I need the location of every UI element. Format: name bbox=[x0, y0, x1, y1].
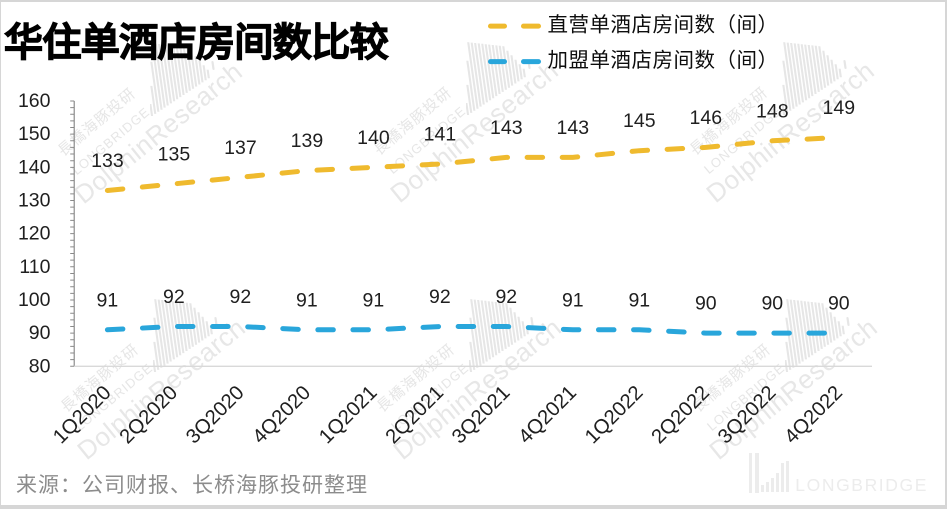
svg-text:160: 160 bbox=[18, 90, 51, 112]
svg-text:80: 80 bbox=[29, 355, 51, 377]
svg-text:143: 143 bbox=[490, 117, 523, 139]
svg-text:140: 140 bbox=[357, 127, 390, 149]
svg-text:4Q2021: 4Q2021 bbox=[514, 382, 581, 449]
svg-text:1Q2020: 1Q2020 bbox=[49, 382, 116, 449]
svg-text:3Q2022: 3Q2022 bbox=[714, 382, 781, 449]
svg-text:146: 146 bbox=[690, 107, 723, 129]
svg-text:92: 92 bbox=[495, 286, 517, 308]
svg-text:2Q2021: 2Q2021 bbox=[382, 382, 449, 449]
svg-text:91: 91 bbox=[363, 289, 385, 311]
svg-text:90: 90 bbox=[695, 293, 717, 315]
svg-text:145: 145 bbox=[623, 110, 656, 132]
svg-text:加盟单酒店房间数（间）: 加盟单酒店房间数（间） bbox=[548, 49, 779, 72]
svg-text:140: 140 bbox=[18, 156, 51, 178]
svg-text:130: 130 bbox=[18, 190, 51, 212]
svg-text:133: 133 bbox=[91, 150, 124, 172]
svg-text:148: 148 bbox=[756, 100, 789, 122]
svg-text:150: 150 bbox=[18, 123, 51, 145]
svg-text:135: 135 bbox=[158, 143, 191, 165]
svg-text:90: 90 bbox=[828, 293, 850, 315]
svg-text:2Q2022: 2Q2022 bbox=[647, 382, 714, 449]
svg-text:110: 110 bbox=[19, 256, 50, 278]
svg-text:91: 91 bbox=[562, 289, 584, 311]
svg-text:92: 92 bbox=[163, 286, 185, 308]
svg-text:90: 90 bbox=[761, 293, 783, 315]
svg-text:2Q2020: 2Q2020 bbox=[116, 382, 183, 449]
svg-text:120: 120 bbox=[18, 223, 51, 245]
svg-text:90: 90 bbox=[29, 322, 51, 344]
svg-text:直营单酒店房间数（间）: 直营单酒店房间数（间） bbox=[548, 14, 779, 37]
svg-text:1Q2021: 1Q2021 bbox=[315, 382, 382, 449]
svg-text:141: 141 bbox=[424, 124, 457, 146]
svg-text:143: 143 bbox=[557, 117, 590, 139]
svg-text:91: 91 bbox=[296, 289, 318, 311]
svg-text:3Q2020: 3Q2020 bbox=[182, 382, 249, 449]
svg-text:139: 139 bbox=[291, 130, 324, 152]
svg-text:91: 91 bbox=[97, 289, 119, 311]
svg-text:3Q2021: 3Q2021 bbox=[448, 382, 515, 449]
svg-text:91: 91 bbox=[628, 289, 650, 311]
svg-text:149: 149 bbox=[823, 97, 856, 119]
svg-text:92: 92 bbox=[429, 286, 451, 308]
svg-text:4Q2020: 4Q2020 bbox=[249, 382, 316, 449]
svg-text:1Q2022: 1Q2022 bbox=[581, 382, 648, 449]
svg-text:4Q2022: 4Q2022 bbox=[780, 382, 847, 449]
svg-text:92: 92 bbox=[230, 286, 252, 308]
svg-text:137: 137 bbox=[224, 137, 257, 159]
svg-text:100: 100 bbox=[18, 289, 51, 311]
